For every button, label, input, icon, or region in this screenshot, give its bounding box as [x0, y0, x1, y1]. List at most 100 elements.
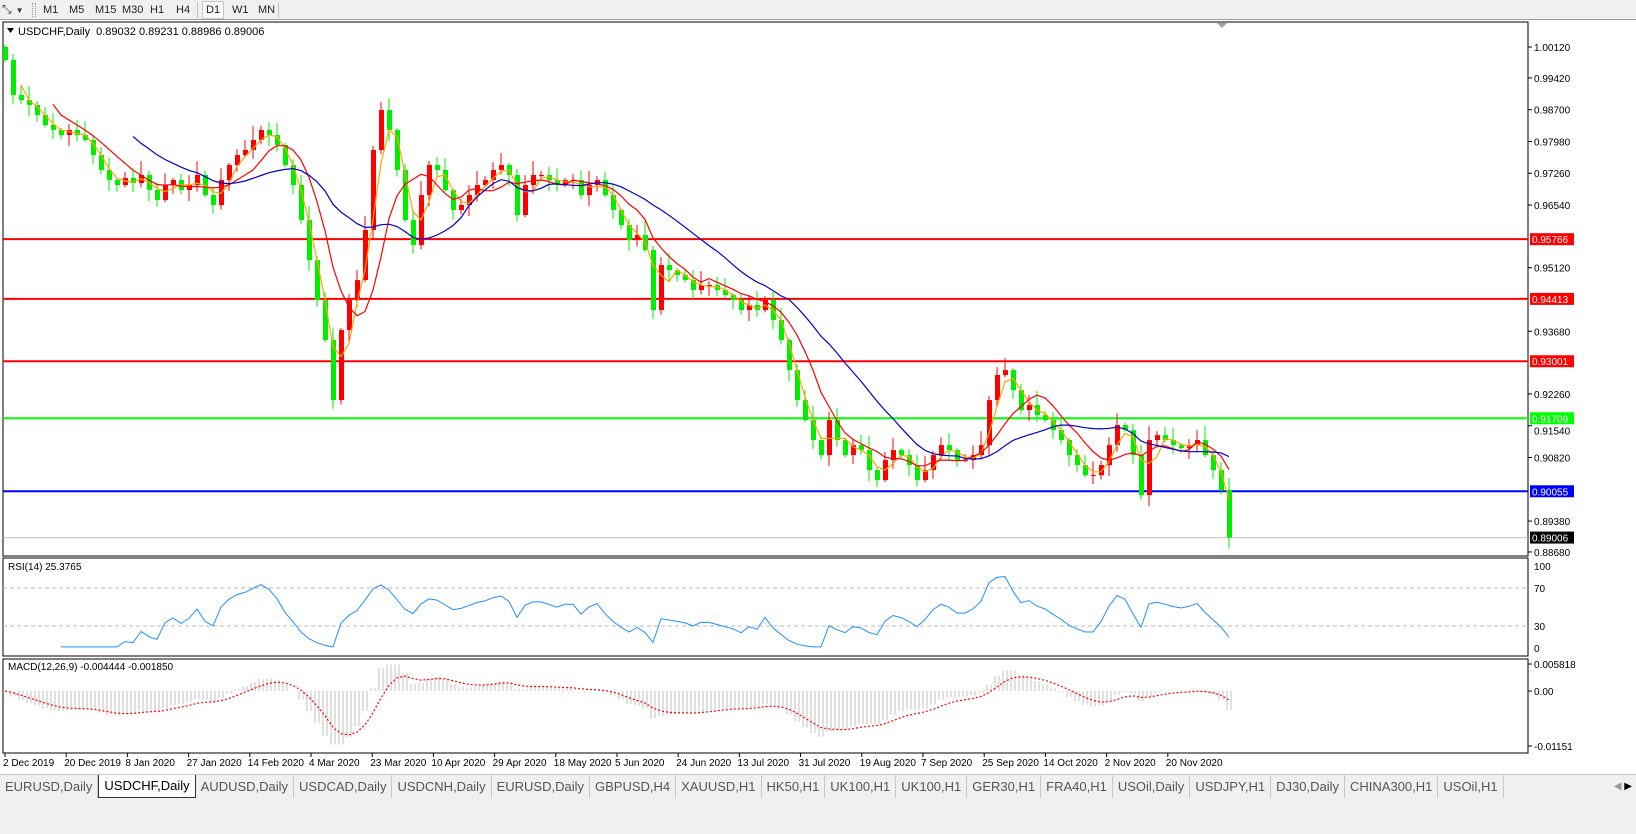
candle-body — [563, 180, 568, 186]
candle — [659, 257, 664, 315]
candle-body — [443, 170, 448, 191]
candle — [843, 438, 848, 458]
scroll-right-icon[interactable]: ▶ — [1624, 781, 1632, 792]
chart-tab[interactable]: GER30,H1 — [967, 775, 1042, 798]
rsi-pane — [2, 557, 1529, 657]
status-area — [0, 798, 1636, 834]
candle-body — [59, 130, 64, 136]
candle-body — [67, 130, 72, 136]
timeframe-w1[interactable]: W1 — [232, 4, 249, 16]
chart-tab[interactable]: GBPUSD,H4 — [590, 775, 677, 798]
chart-tab[interactable]: AUDUSD,Daily — [196, 775, 295, 798]
chart-tab[interactable]: USDCNH,Daily — [392, 775, 492, 798]
candle — [723, 278, 728, 298]
timeframe-m5[interactable]: M5 — [69, 4, 85, 16]
line-tool-button[interactable]: ⤡ ▼ — [2, 2, 28, 18]
date-axis-label: 14 Oct 2020 — [1043, 758, 1098, 769]
date-axis-label: 2 Nov 2020 — [1105, 758, 1157, 769]
candle-body — [339, 330, 344, 401]
chart-tab[interactable]: EURUSD,Daily — [492, 775, 590, 798]
candle — [1139, 445, 1144, 500]
timeframe-h1[interactable]: H1 — [150, 4, 165, 16]
candle — [43, 107, 48, 128]
date-axis-label: 29 Apr 2020 — [493, 758, 547, 769]
candle-body — [675, 270, 680, 276]
chart-tab[interactable]: FRA40,H1 — [1041, 775, 1113, 798]
candle-body — [387, 110, 392, 131]
candle — [1059, 418, 1064, 445]
candle — [3, 44, 8, 63]
main-pane — [2, 21, 1529, 557]
candle-body — [43, 115, 48, 125]
toolbar-separator — [278, 2, 279, 18]
date-axis-label: 19 Aug 2020 — [860, 758, 917, 769]
candle — [875, 466, 880, 487]
candle-body — [515, 175, 520, 216]
chart-tab[interactable]: USDCHF,Daily — [98, 775, 196, 798]
candle-body — [1147, 440, 1152, 496]
chart-tab[interactable]: USOil,H1 — [1438, 775, 1504, 798]
macd-header: MACD(12,26,9) -0.004444 -0.001850 — [8, 662, 174, 673]
candle-body — [155, 190, 160, 201]
date-axis-label: 13 Jul 2020 — [737, 758, 789, 769]
candle-body — [467, 195, 472, 206]
candle — [1003, 358, 1008, 378]
candle-body — [259, 130, 264, 141]
candle — [619, 208, 624, 230]
candle-body — [307, 220, 312, 261]
timeframe-m1[interactable]: M1 — [43, 4, 59, 16]
candle — [907, 449, 912, 477]
chart-tab[interactable]: CHINA300,H1 — [1345, 775, 1439, 798]
chart-tab[interactable]: USDCAD,Daily — [294, 775, 393, 798]
candle-body — [963, 460, 968, 462]
candle — [387, 98, 392, 142]
candle-body — [355, 280, 360, 301]
timeframe-m15[interactable]: M15 — [95, 4, 117, 16]
rsi-header: RSI(14) 25.3765 — [8, 562, 82, 573]
candle-body — [299, 185, 304, 221]
candle-body — [11, 60, 16, 96]
date-axis-label: 23 Mar 2020 — [370, 758, 427, 769]
date-axis-label: 4 Mar 2020 — [309, 758, 360, 769]
candle-body — [787, 340, 792, 371]
date-axis-label: 24 Jun 2020 — [676, 758, 731, 769]
date-axis-label: 8 Jan 2020 — [125, 758, 175, 769]
timeframe-d1[interactable]: D1 — [202, 1, 225, 19]
chart-tab[interactable]: UK100,H1 — [896, 775, 968, 798]
chart-tab[interactable]: EURUSD,Daily — [0, 775, 99, 798]
candle-body — [1219, 470, 1224, 491]
chart-tab[interactable]: HK50,H1 — [762, 775, 826, 798]
timeframe-mn[interactable]: MN — [258, 4, 276, 16]
candle — [267, 122, 272, 147]
toolbar-grip[interactable] — [32, 3, 36, 17]
timeframe-h4[interactable]: H4 — [176, 4, 191, 16]
chart-tab[interactable]: XAUUSD,H1 — [676, 775, 762, 798]
candle-body — [899, 450, 904, 456]
scroll-left-icon[interactable]: ◀ — [1613, 781, 1622, 792]
ma-mid-line — [52, 103, 1230, 470]
chart-tab[interactable]: USOil,Daily — [1113, 775, 1191, 798]
chart-tab[interactable]: DJ30,Daily — [1271, 775, 1346, 798]
chart-tabs: EURUSD,Daily USDCHF,Daily AUDUSD,Daily USDC… — [0, 774, 1636, 798]
candle-body — [947, 445, 952, 451]
macd-histogram — [10, 664, 1232, 745]
candle-body — [275, 135, 280, 146]
candle-body — [323, 300, 328, 341]
chart-tab[interactable]: UK100,H1 — [825, 775, 897, 798]
candle-body — [627, 225, 632, 241]
candle-body — [1067, 440, 1072, 456]
candle-body — [227, 165, 232, 181]
candle-body — [403, 170, 408, 221]
timeframe-m30[interactable]: M30 — [122, 4, 144, 16]
tab-scroll-buttons[interactable]: ◀ ▶ — [1610, 775, 1636, 798]
chart-tab[interactable]: USDJPY,H1 — [1190, 775, 1272, 798]
price-axis-label: 0.99420 — [1534, 74, 1571, 85]
candle-body — [739, 300, 744, 311]
candle-body — [331, 340, 336, 401]
candle — [75, 120, 80, 142]
candle-body — [1179, 445, 1184, 449]
candle-body — [659, 265, 664, 311]
candle-body — [539, 175, 544, 177]
price-axis-label: 0.97980 — [1534, 137, 1571, 148]
chart-window[interactable]: USDCHF,Daily 0.89032 0.89231 0.88986 0.89… — [0, 20, 1636, 774]
